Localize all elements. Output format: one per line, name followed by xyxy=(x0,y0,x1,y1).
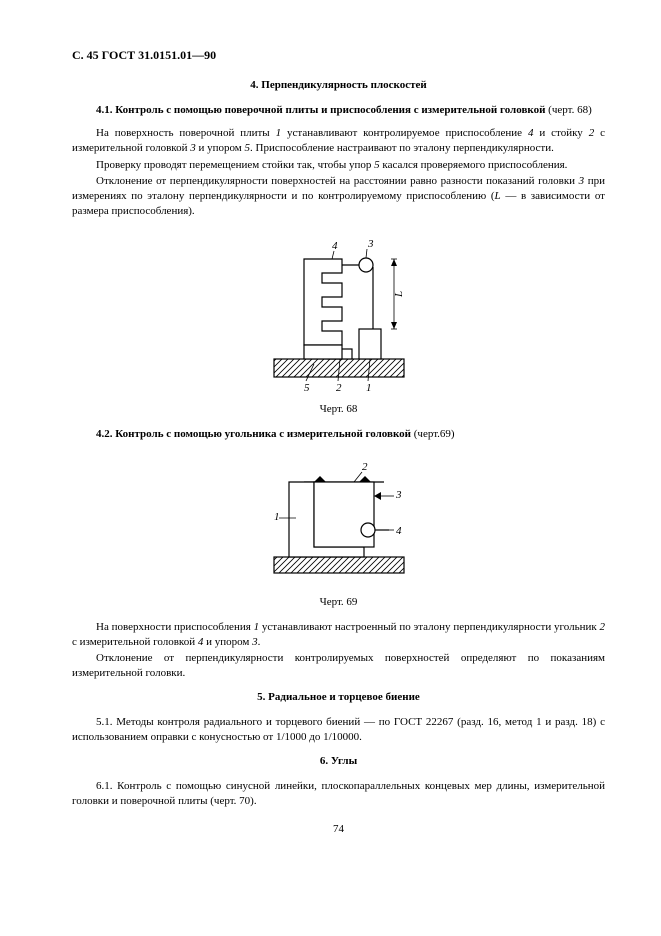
figure-69-caption: Черт. 69 xyxy=(72,596,605,608)
txt: касался проверяемого приспособления. xyxy=(380,159,568,171)
label-L: L xyxy=(393,291,405,298)
section-5-title: 5. Радиальное и торцевое биение xyxy=(72,691,605,703)
label-1: 1 xyxy=(366,382,372,394)
section-6-title: 6. Углы xyxy=(72,755,605,767)
para-4-1-a: На поверхность поверочной плиты 1 устана… xyxy=(72,126,605,156)
label-2: 2 xyxy=(362,461,368,473)
ref-2: 2 xyxy=(600,621,606,633)
txt: На поверхность поверочной плиты xyxy=(96,127,276,139)
page-number: 74 xyxy=(72,823,605,835)
txt: На поверхности приспособления xyxy=(96,621,254,633)
subsection-4-2-ref: (черт.69) xyxy=(411,428,455,440)
figure-68-svg: L 4 3 5 2 1 xyxy=(244,229,434,394)
label-2: 2 xyxy=(336,382,342,394)
para-4-1-c: Отклонение от перпендикулярности поверхн… xyxy=(72,174,605,219)
subsection-4-1-ref: (черт. 68) xyxy=(545,104,591,116)
subsection-4-1-lead: 4.1. Контроль с помощью поверочной плиты… xyxy=(96,104,545,116)
label-1: 1 xyxy=(274,511,280,523)
txt: устанавливают настроенный по эталону пер… xyxy=(259,621,599,633)
page: С. 45 ГОСТ 31.0151.01—90 4. Перпендикуля… xyxy=(0,0,661,855)
txt: Отклонение от перпендикулярности поверхн… xyxy=(96,175,579,187)
figure-68: L 4 3 5 2 1 Черт. 68 xyxy=(72,229,605,415)
section-4-title: 4. Перпендикулярность плоскостей xyxy=(72,79,605,91)
txt: устанавливают контролируемое приспособле… xyxy=(281,127,528,139)
para-4-2-a: На поверхности приспособления 1 устанавл… xyxy=(72,620,605,650)
label-4: 4 xyxy=(332,240,338,252)
label-4: 4 xyxy=(396,525,402,537)
para-5-1: 5.1. Методы контроля радиального и торце… xyxy=(72,715,605,745)
txt: и упором xyxy=(196,142,245,154)
txt: . xyxy=(258,636,261,648)
label-3: 3 xyxy=(367,238,374,250)
label-5: 5 xyxy=(304,382,310,394)
subsection-4-2-lead: 4.2. Контроль с помощью угольника с изме… xyxy=(96,428,411,440)
label-3: 3 xyxy=(395,489,402,501)
txt: . Приспособление настраивают по эталону … xyxy=(250,142,554,154)
para-4-1-b: Проверку проводят перемещением стойки та… xyxy=(72,158,605,173)
subsection-4-1: 4.1. Контроль с помощью поверочной плиты… xyxy=(72,103,605,118)
subsection-4-2: 4.2. Контроль с помощью угольника с изме… xyxy=(72,427,605,442)
figure-69-svg: 1 2 3 4 xyxy=(244,452,434,587)
page-header: С. 45 ГОСТ 31.0151.01—90 xyxy=(72,48,605,63)
para-4-2-b: Отклонение от перпендикулярности контрол… xyxy=(72,651,605,681)
figure-69: 1 2 3 4 Черт. 69 xyxy=(72,452,605,608)
txt: и упором xyxy=(203,636,252,648)
txt: Проверку проводят перемещением стойки та… xyxy=(96,159,374,171)
txt: и стойку xyxy=(533,127,588,139)
para-6-1: 6.1. Контроль с помощью синусной линейки… xyxy=(72,779,605,809)
txt: с измерительной головкой xyxy=(72,636,198,648)
figure-68-caption: Черт. 68 xyxy=(72,403,605,415)
